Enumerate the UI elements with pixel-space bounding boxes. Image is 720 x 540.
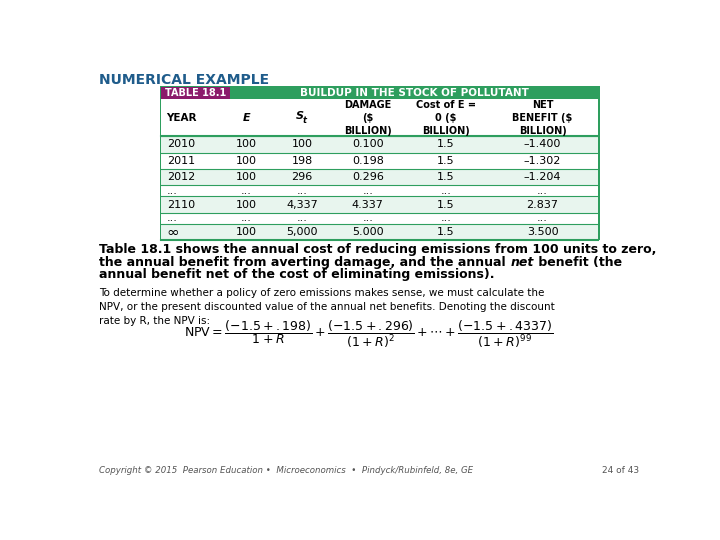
Text: ...: ... (297, 213, 307, 224)
Text: ...: ... (441, 186, 451, 195)
Text: net: net (510, 256, 534, 269)
Bar (161, 224, 598, 240)
Text: the annual benefit from averting damage, and the annual: the annual benefit from averting damage,… (99, 256, 510, 269)
Text: 1.5: 1.5 (437, 139, 455, 150)
Text: 100: 100 (292, 139, 312, 150)
Text: 1.5: 1.5 (437, 156, 455, 166)
Text: 1.5: 1.5 (437, 200, 455, 210)
Text: E: E (243, 113, 251, 123)
Text: NUMERICAL EXAMPLE: NUMERICAL EXAMPLE (99, 72, 269, 86)
Text: 4,337: 4,337 (286, 200, 318, 210)
Text: ∞: ∞ (167, 225, 179, 240)
Text: NET
BENEFIT ($
BILLION): NET BENEFIT ($ BILLION) (513, 100, 572, 136)
Text: 5,000: 5,000 (287, 227, 318, 237)
Text: 1.5: 1.5 (437, 172, 455, 182)
Text: ...: ... (167, 213, 178, 224)
Text: Copyright © 2015  Pearson Education •  Microeconomics  •  Pindyck/Rubinfeld, 8e,: Copyright © 2015 Pearson Education • Mic… (99, 466, 474, 475)
Text: 4.337: 4.337 (352, 200, 384, 210)
Text: ...: ... (537, 186, 548, 195)
Text: 1.5: 1.5 (437, 227, 455, 237)
Text: 296: 296 (292, 172, 312, 182)
Text: t: t (303, 116, 307, 125)
Text: ...: ... (362, 186, 373, 195)
Text: ...: ... (297, 186, 307, 195)
Text: ...: ... (241, 186, 252, 195)
Text: S: S (296, 111, 304, 122)
Text: 2010: 2010 (167, 139, 195, 150)
Text: 0.296: 0.296 (352, 172, 384, 182)
Text: 0.198: 0.198 (352, 156, 384, 166)
Text: ...: ... (362, 213, 373, 224)
Bar (161, 168, 598, 185)
Text: 2.837: 2.837 (526, 200, 559, 210)
Text: TABLE 18.1: TABLE 18.1 (165, 88, 226, 98)
Text: 2012: 2012 (167, 172, 195, 182)
Text: To determine whether a policy of zero emissions makes sense, we must calculate t: To determine whether a policy of zero em… (99, 288, 555, 326)
Text: benefit (the: benefit (the (534, 256, 622, 269)
Text: 3.500: 3.500 (527, 227, 559, 237)
Bar (161, 185, 598, 197)
Text: –1.400: –1.400 (524, 139, 562, 150)
Text: 198: 198 (292, 156, 312, 166)
Text: DAMAGE
($
BILLION): DAMAGE ($ BILLION) (344, 100, 392, 136)
Bar (161, 137, 598, 153)
Text: 5.000: 5.000 (352, 227, 384, 237)
Text: –1.302: –1.302 (524, 156, 562, 166)
Bar (231, 87, 598, 99)
Text: Cost of E =
0 ($
BILLION): Cost of E = 0 ($ BILLION) (416, 100, 476, 136)
Text: 2110: 2110 (167, 200, 195, 210)
Bar (160, 86, 600, 240)
Text: –1.204: –1.204 (524, 172, 562, 182)
Text: 24 of 43: 24 of 43 (602, 466, 639, 475)
Bar (161, 213, 598, 224)
Text: ...: ... (241, 213, 252, 224)
Text: ...: ... (537, 213, 548, 224)
Text: annual benefit net of the cost of eliminating emissions).: annual benefit net of the cost of elimin… (99, 268, 495, 281)
Bar (161, 153, 598, 168)
Text: 100: 100 (236, 200, 257, 210)
Text: 0.100: 0.100 (352, 139, 384, 150)
Text: ...: ... (167, 186, 178, 195)
Text: 100: 100 (236, 227, 257, 237)
Text: 2011: 2011 (167, 156, 195, 166)
Text: ...: ... (441, 213, 451, 224)
Text: BUILDUP IN THE STOCK OF POLLUTANT: BUILDUP IN THE STOCK OF POLLUTANT (300, 88, 529, 98)
Text: YEAR: YEAR (166, 113, 197, 123)
Text: $\mathrm{NPV} = \dfrac{(-1.5+.198)}{1+R} + \dfrac{(-1.5+.296)}{(1+R)^2} + \cdots: $\mathrm{NPV} = \dfrac{(-1.5+.198)}{1+R}… (184, 319, 554, 350)
Text: 100: 100 (236, 172, 257, 182)
Bar (161, 87, 230, 99)
Bar (161, 99, 598, 137)
Text: 100: 100 (236, 139, 257, 150)
Text: Table 18.1 shows the annual cost of reducing emissions from 100 units to zero,: Table 18.1 shows the annual cost of redu… (99, 244, 657, 256)
Text: 100: 100 (236, 156, 257, 166)
Bar (161, 99, 598, 239)
Bar (161, 197, 598, 213)
